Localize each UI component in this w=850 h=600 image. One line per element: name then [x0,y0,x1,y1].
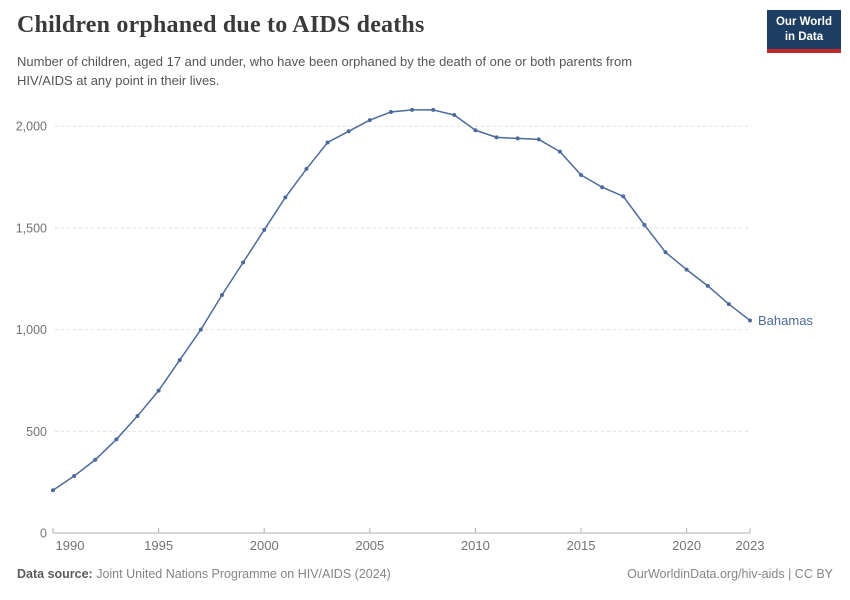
data-point-2004[interactable] [346,129,351,134]
data-point-2007[interactable] [410,107,415,112]
data-point-2000[interactable] [262,227,267,232]
data-point-2005[interactable] [367,118,372,123]
y-tick-label-0: 0 [40,527,47,541]
y-tick-label-2000: 2,000 [16,120,47,134]
data-point-2021[interactable] [705,283,710,288]
x-tick-label-2010: 2010 [461,538,490,553]
data-point-2002[interactable] [304,166,309,171]
owid-logo-line-1: Our World [775,16,832,28]
chart-subtitle: Number of children, aged 17 and under, w… [17,52,632,90]
data-point-2017[interactable] [621,194,626,199]
data-point-2009[interactable] [452,113,457,118]
owid-logo[interactable]: Our World in Data [766,10,841,53]
data-point-1996[interactable] [177,358,182,363]
data-source-label: Data source: [17,567,93,581]
x-tick-label-1990: 1990 [56,538,85,553]
data-point-1999[interactable] [241,260,246,265]
subtitle-line-1: Number of children, aged 17 and under, w… [17,54,633,69]
data-point-2023[interactable] [748,318,752,323]
data-point-1990[interactable] [51,488,55,493]
owid-url-license-link[interactable]: OurWorldinData.org/hiv-aids | CC BY [627,567,833,581]
x-tick-label-2020: 2020 [672,538,701,553]
data-point-1998[interactable] [219,293,224,298]
data-point-2013[interactable] [536,137,541,142]
page-title: Children orphaned due to AIDS deaths [17,12,425,38]
subtitle-line-2: HIV/AIDS at any point in their lives. [17,73,220,88]
chart-footer: Data source: Joint United Nations Progra… [17,567,833,581]
x-tick-label-2023: 2023 [736,538,765,553]
data-point-2008[interactable] [431,107,436,112]
data-point-1991[interactable] [72,474,77,479]
data-point-2022[interactable] [726,302,731,307]
data-point-2019[interactable] [663,250,668,255]
data-point-2001[interactable] [283,195,288,200]
owid-logo-line-2: in Data [784,30,824,43]
y-tick-label-500: 500 [26,425,47,439]
y-tick-label-1500: 1,500 [16,221,47,235]
y-tick-label-1000: 1,000 [16,323,47,337]
data-line-bahamas[interactable] [52,109,751,492]
x-tick-label-2005: 2005 [355,538,384,553]
data-point-2020[interactable] [684,267,689,272]
data-point-2015[interactable] [579,173,584,178]
data-point-1997[interactable] [198,327,203,332]
data-point-2006[interactable] [388,109,393,114]
entity-label-bahamas[interactable]: Bahamas [758,313,813,328]
data-point-2016[interactable] [600,185,605,190]
data-point-2014[interactable] [557,149,562,154]
data-point-2018[interactable] [642,222,647,227]
x-tick-label-2015: 2015 [567,538,596,553]
x-tick-label-2000: 2000 [250,538,279,553]
data-point-2011[interactable] [494,135,499,140]
data-point-1993[interactable] [114,437,119,442]
x-tick-label-1995: 1995 [144,538,173,553]
data-source: Data source: Joint United Nations Progra… [17,567,391,581]
data-point-2003[interactable] [325,140,330,145]
data-source-text: Joint United Nations Programme on HIV/AI… [92,567,391,581]
data-point-2012[interactable] [515,136,520,141]
data-point-1995[interactable] [156,388,161,393]
data-point-1994[interactable] [135,414,140,419]
data-point-1992[interactable] [93,457,98,462]
data-point-2010[interactable] [473,128,478,133]
